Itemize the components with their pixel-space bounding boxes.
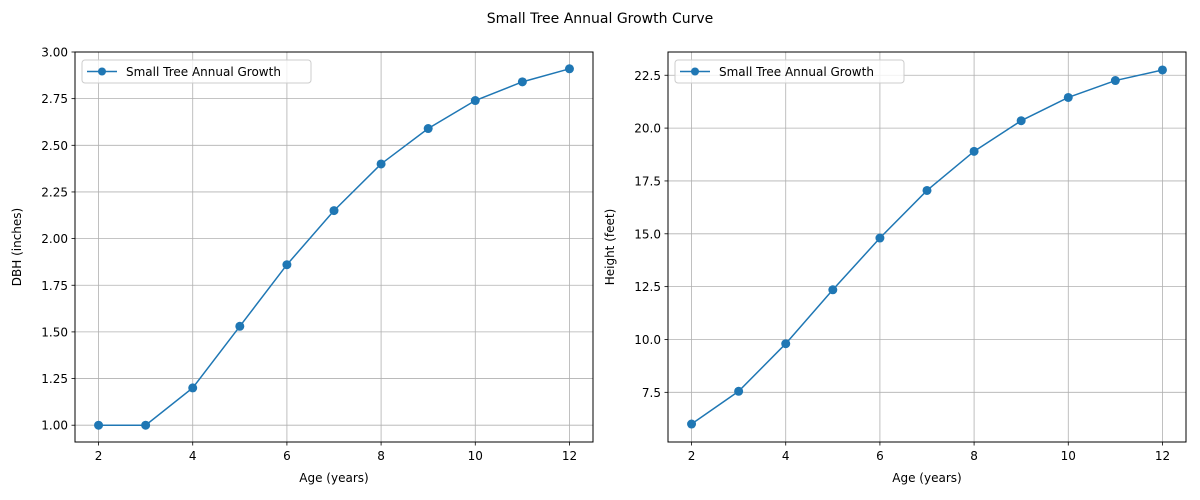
right-x-axis-label: Age (years) xyxy=(892,471,961,485)
right-data-point xyxy=(1016,116,1026,126)
right-y-tick-label: 7.5 xyxy=(642,386,661,400)
right-chart: 2 4 6 8 10 12 7.5 10.0 12.5 15.0 17.5 20.0 22.5 Age… xyxy=(603,51,1187,485)
right-series-line xyxy=(691,69,1163,425)
left-data-point xyxy=(329,206,339,216)
left-x-tick-label: 8 xyxy=(377,449,385,463)
left-grid xyxy=(75,51,593,442)
right-legend: Small Tree Annual Growth xyxy=(674,59,905,84)
right-x-tick-label: 12 xyxy=(1155,449,1170,463)
left-x-tick-label: 12 xyxy=(562,449,577,463)
left-series xyxy=(94,64,574,430)
left-data-point xyxy=(188,383,198,393)
right-data-point xyxy=(1063,92,1073,102)
right-data-point xyxy=(1157,65,1167,75)
right-x-tick-label: 4 xyxy=(782,449,790,463)
left-legend-marker xyxy=(98,67,106,76)
left-x-tick-label: 6 xyxy=(283,449,291,463)
left-x-tick-label: 4 xyxy=(189,449,197,463)
right-legend-box xyxy=(674,59,905,84)
left-legend-box xyxy=(81,59,312,84)
right-series xyxy=(687,65,1167,429)
right-data-point xyxy=(687,419,697,429)
left-plot-frame xyxy=(74,51,594,443)
right-y-tick-label: 15.0 xyxy=(634,227,661,241)
right-y-ticks: 7.5 10.0 12.5 15.0 17.5 20.0 22.5 xyxy=(634,69,668,400)
left-y-tick-label: 1.75 xyxy=(41,279,68,293)
left-y-tick-label: 2.50 xyxy=(41,139,68,153)
right-data-point xyxy=(781,339,791,349)
left-x-axis-label: Age (years) xyxy=(299,471,368,485)
left-y-tick-label: 1.50 xyxy=(41,325,68,339)
right-x-tick-label: 8 xyxy=(970,449,978,463)
right-y-tick-label: 12.5 xyxy=(634,280,661,294)
left-data-point xyxy=(94,420,104,430)
left-chart: 2 4 6 8 10 12 1.00 1.25 1.50 1.75 2.00 2.25 2.50 2.7… xyxy=(10,46,594,485)
left-y-tick-label: 2.00 xyxy=(41,232,68,246)
left-x-ticks: 2 4 6 8 10 12 xyxy=(95,442,577,463)
left-data-point xyxy=(282,260,292,270)
left-y-tick-label: 2.75 xyxy=(41,92,68,106)
right-legend-label: Small Tree Annual Growth xyxy=(719,65,874,79)
left-y-ticks: 1.00 1.25 1.50 1.75 2.00 2.25 2.50 2.75 3.00 xyxy=(41,46,75,433)
left-y-tick-label: 1.25 xyxy=(41,372,68,386)
left-y-tick-label: 1.00 xyxy=(41,419,68,433)
figure-title: Small Tree Annual Growth Curve xyxy=(487,11,714,27)
right-data-point xyxy=(969,146,979,156)
left-x-tick-label: 10 xyxy=(468,449,483,463)
left-legend-label: Small Tree Annual Growth xyxy=(126,65,281,79)
right-data-point xyxy=(828,285,838,295)
left-y-axis-label: DBH (inches) xyxy=(10,208,24,286)
left-data-point xyxy=(423,124,433,134)
right-y-tick-label: 20.0 xyxy=(634,122,661,136)
right-y-tick-label: 22.5 xyxy=(634,69,661,83)
right-data-point xyxy=(922,185,932,195)
right-data-point xyxy=(1110,76,1120,86)
right-data-point xyxy=(734,386,744,396)
left-data-point xyxy=(470,96,480,106)
right-y-tick-label: 17.5 xyxy=(634,174,661,188)
left-y-tick-label: 2.25 xyxy=(41,185,68,199)
right-y-axis-label: Height (feet) xyxy=(603,209,617,286)
left-data-point xyxy=(376,159,386,169)
left-legend: Small Tree Annual Growth xyxy=(81,59,312,84)
right-x-tick-label: 2 xyxy=(688,449,696,463)
right-data-point xyxy=(875,233,885,243)
left-series-line xyxy=(98,68,570,426)
left-data-point xyxy=(517,77,527,87)
left-x-tick-label: 2 xyxy=(95,449,103,463)
left-data-point xyxy=(235,321,245,331)
left-y-tick-label: 3.00 xyxy=(41,46,68,60)
right-x-tick-label: 10 xyxy=(1061,449,1076,463)
right-plot-frame xyxy=(667,51,1187,443)
right-x-ticks: 2 4 6 8 10 12 xyxy=(688,442,1170,463)
right-grid xyxy=(668,52,1186,442)
right-x-tick-label: 6 xyxy=(876,449,884,463)
left-data-point xyxy=(564,64,574,74)
left-data-point xyxy=(141,420,151,430)
right-y-tick-label: 10.0 xyxy=(634,333,661,347)
right-legend-marker xyxy=(691,67,699,76)
